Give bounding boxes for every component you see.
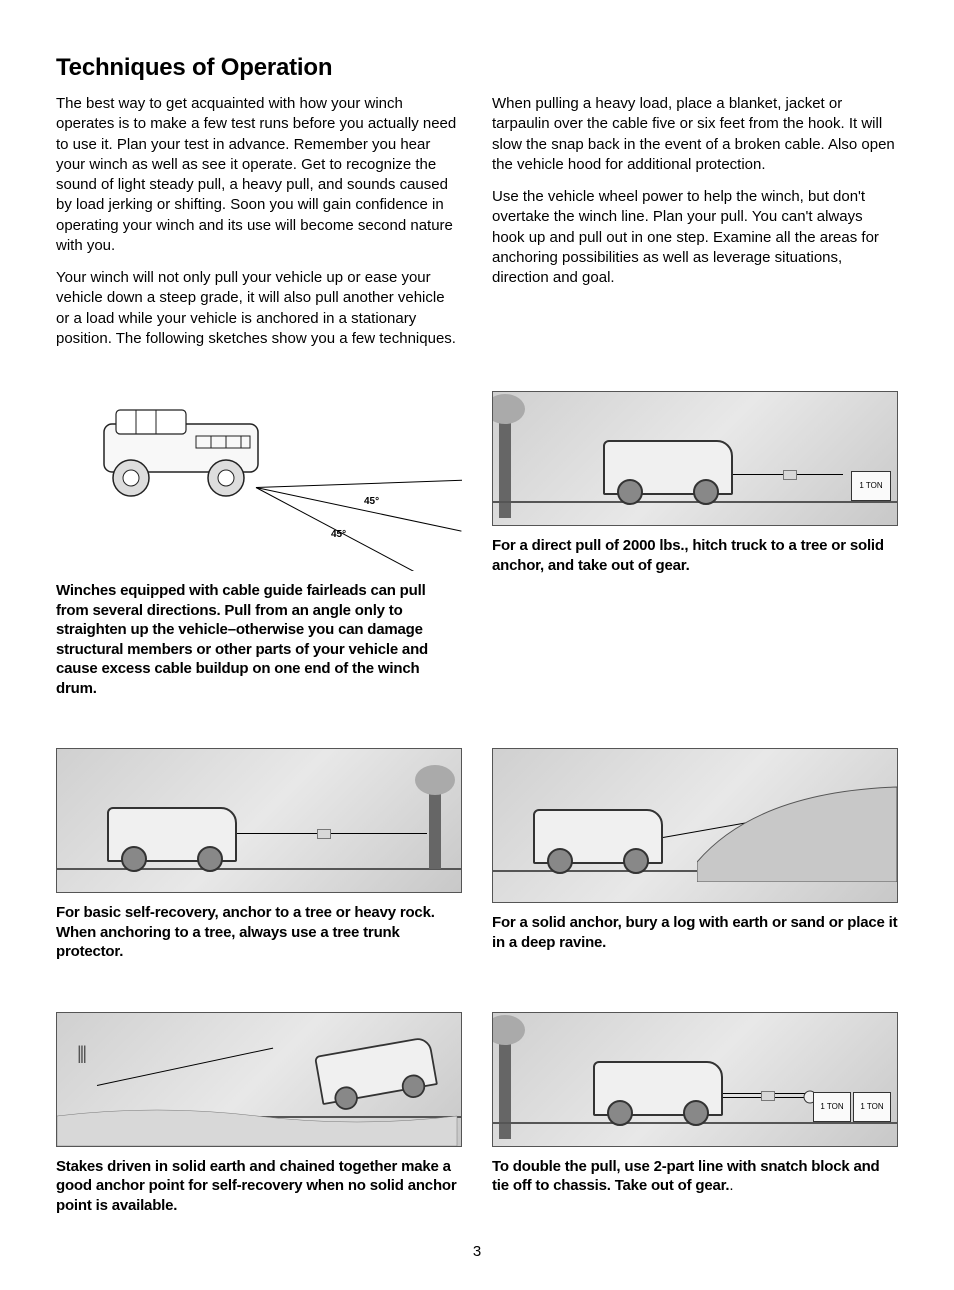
figure-direct-pull: 1 TON For a direct pull of 2000 lbs., hi… [492,391,898,698]
caption-self-recovery: For basic self-recovery, anchor to a tre… [56,903,462,962]
suv-icon [314,1035,438,1104]
blanket-icon [317,829,331,839]
illustration-self-recovery [56,748,462,893]
figure-bury-log: For a solid anchor, bury a log with eart… [492,748,898,962]
blanket-icon [783,470,797,480]
illustration-bury-log [492,748,898,903]
intro-para-2: Your winch will not only pull your vehic… [56,268,462,349]
intro-para-1: The best way to get acquainted with how … [56,94,462,256]
hill-icon [697,782,897,882]
cable-line-mid [256,487,462,532]
suv-icon [603,440,733,495]
page-title: Techniques of Operation [56,54,898,82]
caption-fairlead: Winches equipped with cable guide fairle… [56,581,462,698]
weight-box-1ton-a: 1 TON [813,1092,851,1122]
intro-para-3: When pulling a heavy load, place a blank… [492,94,898,175]
caption-bury-log: For a solid anchor, bury a log with eart… [492,913,898,952]
tree-icon [499,1019,511,1139]
suv-icon [533,809,663,864]
cable-line-top [256,480,462,488]
tree-icon [499,398,511,518]
illustration-stakes: ||| [56,1012,462,1147]
caption-stakes: Stakes driven in solid earth and chained… [56,1157,462,1216]
cable-line [237,833,427,834]
intro-columns: The best way to get acquainted with how … [56,94,898,361]
suv-icon [107,807,237,862]
intro-left-column: The best way to get acquainted with how … [56,94,462,361]
blanket-icon [761,1091,775,1101]
caption-direct-pull: For a direct pull of 2000 lbs., hitch tr… [492,536,898,575]
ground-line [493,501,897,503]
intro-right-column: When pulling a heavy load, place a blank… [492,94,898,361]
illustration-double-pull: 1 TON 1 TON [492,1012,898,1147]
jeep-icon [96,406,266,501]
water-icon [57,1096,461,1146]
suv-icon [593,1061,723,1116]
figure-grid: 45° 45° Winches equipped with cable guid… [56,391,898,1215]
caption-double-pull: To double the pull, use 2-part line with… [492,1157,898,1196]
figure-stakes: ||| Stakes driven in solid earth and cha… [56,1012,462,1216]
angle-label-2: 45° [331,529,346,540]
figure-fairlead: 45° 45° Winches equipped with cable guid… [56,391,462,698]
weight-box-1ton: 1 TON [851,471,891,501]
illustration-jeep-angles: 45° 45° [56,391,462,571]
illustration-direct-pull: 1 TON [492,391,898,526]
angle-label-1: 45° [364,496,379,507]
figure-self-recovery: For basic self-recovery, anchor to a tre… [56,748,462,962]
tree-icon [429,769,441,869]
page-number: 3 [56,1243,898,1260]
weight-box-1ton-b: 1 TON [853,1092,891,1122]
intro-para-4: Use the vehicle wheel power to help the … [492,187,898,288]
cable-line [97,1047,273,1085]
ground-line [57,868,461,870]
stakes-icon: ||| [77,1043,85,1064]
figure-double-pull: 1 TON 1 TON To double the pull, use 2-pa… [492,1012,898,1216]
